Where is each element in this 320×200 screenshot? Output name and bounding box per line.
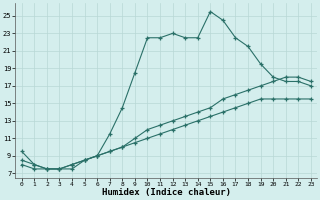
X-axis label: Humidex (Indice chaleur): Humidex (Indice chaleur) [102,188,231,197]
